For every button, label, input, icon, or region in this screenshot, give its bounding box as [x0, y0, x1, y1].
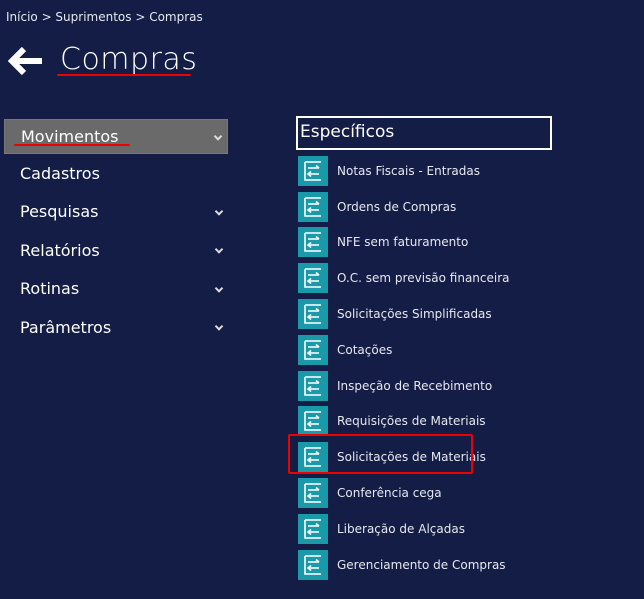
transfer-icon	[298, 263, 328, 294]
sidebar-item-3[interactable]: Relatórios	[4, 231, 228, 270]
sidebar-item-5[interactable]: Parâmetros	[4, 308, 228, 347]
list-item-label: NFE sem faturamento	[337, 235, 469, 250]
sidebar-item-label: Rotinas	[20, 279, 80, 299]
sidebar-item-label: Relatórios	[20, 240, 100, 260]
sidebar-item-2[interactable]: Pesquisas	[4, 193, 228, 232]
transfer-icon	[298, 334, 328, 365]
section-title: Específicos	[296, 116, 552, 150]
list-item-label: Notas Fiscais - Entradas	[337, 163, 480, 178]
menu-underline	[14, 144, 130, 146]
list-item-label: Cotações	[337, 342, 393, 357]
transfer-icon	[298, 513, 328, 544]
list-item-label: O.C. sem previsão financeira	[337, 271, 510, 286]
transfer-icon	[298, 549, 328, 580]
page-title: Compras	[60, 42, 198, 77]
list-item[interactable]: Gerenciamento de Compras	[298, 547, 510, 583]
list-item-label: Solicitações de Materiais	[337, 450, 486, 465]
sidebar-item-4[interactable]: Rotinas	[4, 270, 228, 309]
transfer-icon	[298, 406, 328, 437]
list-item-label: Conferência cega	[337, 486, 442, 501]
back-arrow-icon[interactable]	[8, 46, 44, 76]
list-item-label: Inspeção de Recebimento	[337, 378, 493, 393]
title-underline	[57, 74, 191, 76]
list-item[interactable]: Conferência cega	[298, 475, 510, 511]
sidebar-item-label: Cadastros	[20, 163, 100, 183]
chevron-down-icon	[213, 131, 223, 141]
chevron-down-icon	[214, 283, 224, 293]
list-item[interactable]: Solicitações Simplificadas	[298, 296, 510, 332]
list-item[interactable]: NFE sem faturamento	[298, 225, 510, 261]
sidebar-menu: Movimentos Cadastros Pesquisas Relatórios Ro…	[4, 119, 228, 347]
sidebar-item-label: Movimentos	[21, 127, 119, 146]
list-item[interactable]: Ordens de Compras	[298, 189, 510, 225]
sidebar-item-0[interactable]: Movimentos	[4, 119, 228, 154]
transfer-icon	[298, 478, 328, 509]
item-list: Notas Fiscais - Entradas Ordens de Compra…	[298, 153, 510, 583]
transfer-icon	[298, 370, 328, 401]
transfer-icon	[298, 155, 328, 186]
list-item-label: Ordens de Compras	[337, 199, 457, 214]
chevron-down-icon	[214, 245, 224, 254]
highlight-box	[288, 434, 473, 474]
list-item[interactable]: O.C. sem previsão financeira	[298, 260, 510, 296]
chevron-down-icon	[214, 322, 224, 331]
sidebar-item-label: Pesquisas	[20, 202, 99, 222]
breadcrumb: Início > Suprimentos > Compras	[6, 10, 203, 24]
list-item[interactable]: Cotações	[298, 332, 510, 368]
list-item[interactable]: Requisições de Materiais	[298, 404, 510, 440]
list-item-label: Requisições de Materiais	[337, 414, 486, 429]
list-item[interactable]: Solicitações de Materiais	[298, 439, 510, 475]
list-item-label: Solicitações Simplificadas	[337, 307, 492, 322]
transfer-icon	[298, 442, 328, 473]
transfer-icon	[298, 191, 328, 222]
transfer-icon	[298, 299, 328, 330]
list-item-label: Liberação de Alçadas	[337, 521, 465, 536]
list-item-label: Gerenciamento de Compras	[337, 557, 506, 572]
transfer-icon	[298, 227, 328, 258]
sidebar-item-label: Parâmetros	[20, 317, 112, 337]
list-item[interactable]: Inspeção de Recebimento	[298, 368, 510, 404]
sidebar-item-1[interactable]: Cadastros	[4, 154, 228, 193]
chevron-down-icon	[214, 206, 224, 216]
list-item[interactable]: Notas Fiscais - Entradas	[298, 153, 510, 189]
list-item[interactable]: Liberação de Alçadas	[298, 511, 510, 547]
